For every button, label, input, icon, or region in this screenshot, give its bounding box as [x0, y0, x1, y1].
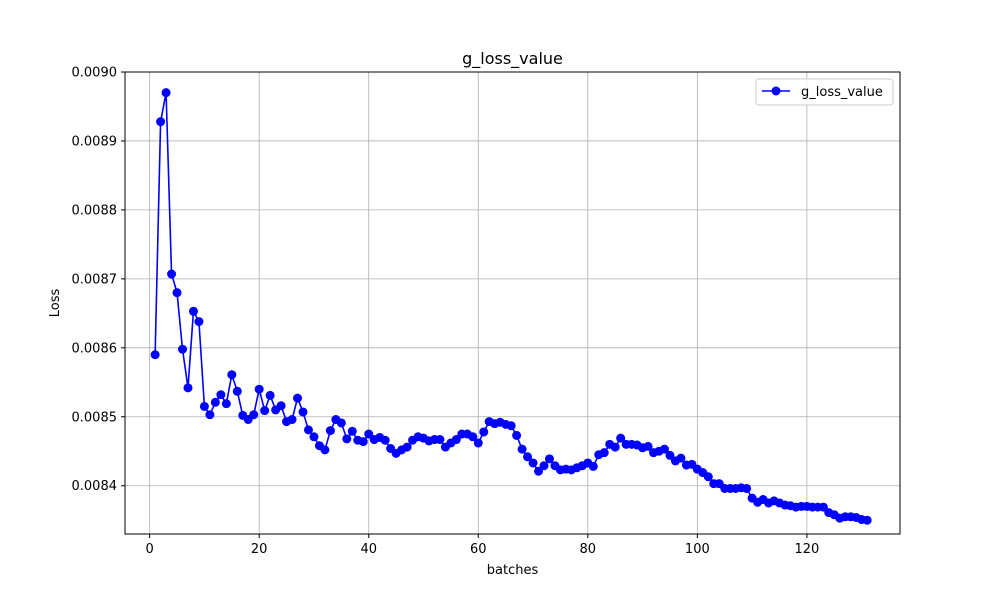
data-point [451, 435, 461, 445]
data-point [676, 453, 686, 463]
x-tick-label: 20 [251, 542, 268, 557]
data-point [599, 448, 609, 458]
data-point [616, 433, 626, 443]
data-point [539, 461, 549, 471]
data-point [517, 444, 527, 454]
y-axis-label: Loss [48, 289, 63, 318]
data-point [325, 426, 335, 436]
plot-area-frame [124, 71, 901, 535]
data-point [210, 397, 220, 407]
data-point [183, 383, 193, 393]
y-tick-label: 0.0087 [72, 272, 118, 287]
data-point [260, 406, 270, 416]
data-point [479, 427, 489, 437]
data-point [293, 393, 303, 403]
data-point [665, 450, 675, 460]
data-point [199, 401, 209, 411]
data-point [402, 442, 412, 452]
data-point [588, 461, 598, 471]
y-tick-label: 0.0086 [72, 341, 118, 356]
x-tick-label: 60 [470, 542, 487, 557]
y-axis-ticks: 0.0084 0.0085 0.0086 0.0087 0.0088 0.0089 0.00… [72, 66, 125, 494]
data-point [862, 515, 872, 525]
series-layer [150, 88, 872, 525]
data-point [358, 437, 368, 447]
data-point [610, 442, 620, 452]
data-point [347, 426, 357, 436]
y-tick-label: 0.0090 [72, 66, 118, 81]
data-point [468, 432, 478, 442]
data-point [523, 452, 533, 462]
y-tick-label: 0.0085 [72, 410, 118, 425]
data-point [506, 421, 516, 431]
data-point [205, 410, 215, 420]
legend-box [755, 78, 894, 106]
data-point [435, 435, 445, 445]
data-point [276, 401, 286, 411]
legend: g_loss_value [755, 78, 894, 106]
data-point [150, 350, 160, 360]
x-axis-ticks: 0 20 40 60 80 100 120 [146, 534, 819, 557]
data-point [156, 117, 166, 127]
x-tick-label: 120 [794, 542, 819, 557]
data-point [161, 88, 171, 98]
x-tick-label: 0 [146, 542, 154, 557]
data-point [309, 432, 319, 442]
y-tick-label: 0.0089 [72, 134, 118, 149]
data-point [298, 407, 308, 417]
data-point [659, 444, 669, 454]
data-point [172, 288, 182, 298]
data-point [380, 435, 390, 445]
data-point [249, 410, 259, 420]
data-point [473, 438, 483, 448]
data-point [254, 384, 264, 394]
data-point [265, 390, 275, 400]
data-point [194, 317, 204, 327]
x-tick-label: 100 [685, 542, 710, 557]
data-point [188, 306, 198, 316]
y-tick-label: 0.0088 [72, 203, 118, 218]
data-point [320, 445, 330, 455]
data-point [232, 386, 242, 396]
data-point [216, 390, 226, 400]
data-point [512, 430, 522, 440]
data-point [287, 415, 297, 425]
legend-label: g_loss_value [801, 85, 883, 100]
chart-title: g_loss_value [462, 49, 563, 69]
data-point [178, 344, 188, 354]
x-axis-label: batches [487, 563, 539, 578]
x-tick-label: 40 [360, 542, 377, 557]
data-point [336, 418, 346, 428]
data-point [643, 441, 653, 451]
data-point [221, 399, 231, 409]
x-tick-label: 80 [580, 542, 597, 557]
data-point [818, 502, 828, 512]
data-point [742, 483, 752, 493]
legend-marker [771, 86, 781, 96]
data-point [364, 429, 374, 439]
data-point [167, 269, 177, 279]
y-tick-label: 0.0084 [72, 479, 118, 494]
data-point [528, 458, 538, 468]
data-point [303, 425, 313, 435]
data-point [534, 466, 544, 476]
data-point [227, 370, 237, 380]
data-point [342, 434, 352, 444]
data-point [703, 472, 713, 482]
data-point [544, 454, 554, 464]
